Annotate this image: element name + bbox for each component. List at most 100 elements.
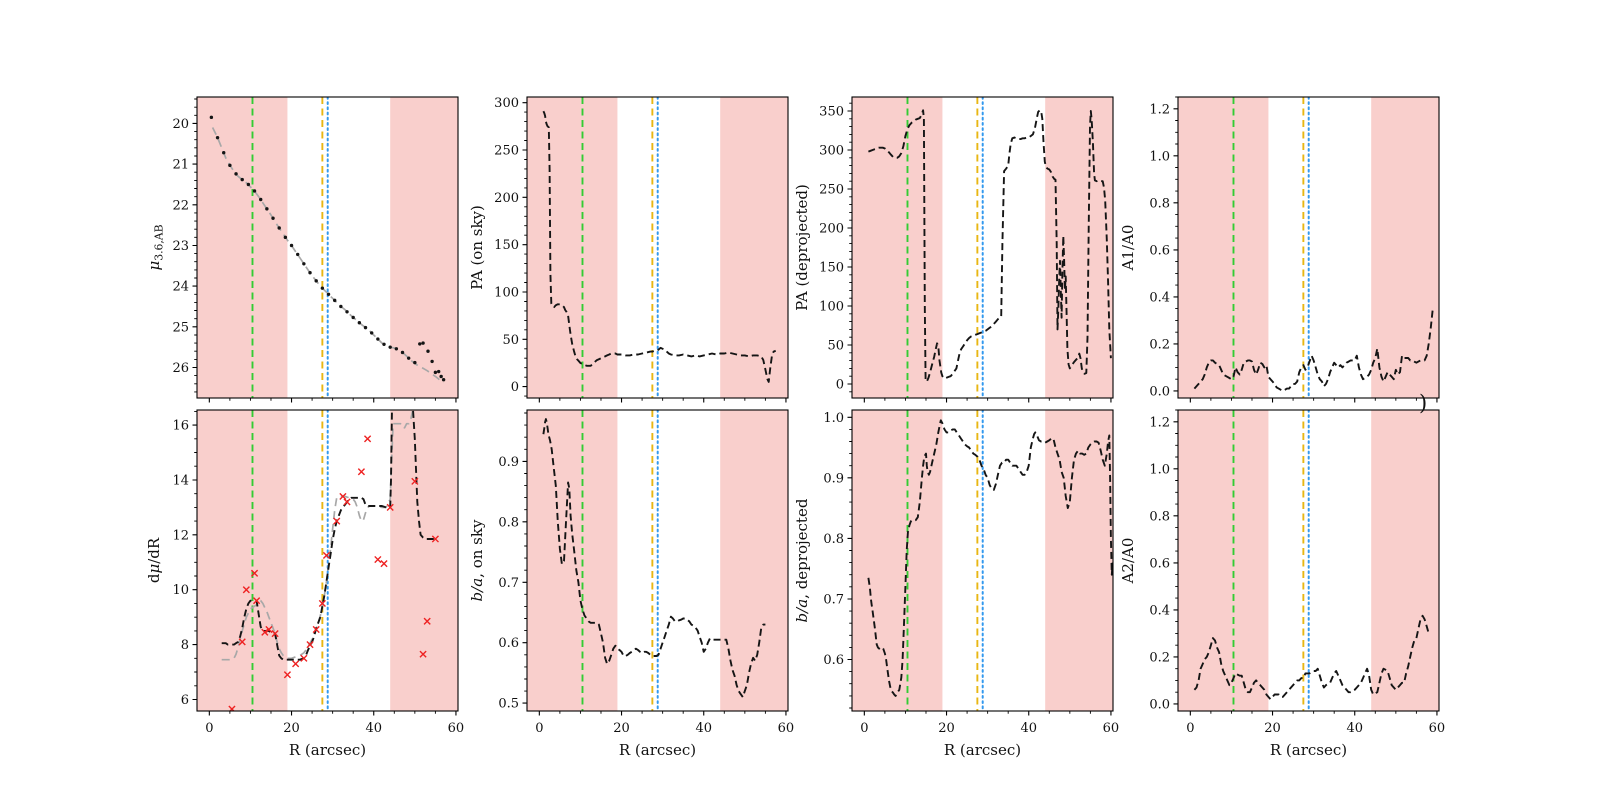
ba-on-sky-ba-on-sky-curve [542, 418, 766, 699]
a2-a0-xtick-label: 40 [1346, 721, 1363, 736]
dmu-dr-xtick-label: 20 [283, 721, 300, 736]
mu-profile-minor-ticks [194, 98, 436, 401]
dmu-dr-ytick-label: 16 [172, 419, 189, 434]
a2-a0-shaded-region-1 [1371, 410, 1439, 711]
pa-on-sky-pa-on-sky-curve [542, 110, 777, 383]
a1-a0-major-ticks [1173, 108, 1438, 403]
ba-deprojected-ytick-label: 1.0 [823, 411, 844, 426]
a1-a0-shaded-region-1 [1371, 97, 1439, 398]
dmu-dr-ytick-label: 8 [181, 638, 189, 653]
mu-profile-axes-box [196, 96, 459, 399]
pa-on-sky-shaded-region-1 [720, 97, 788, 398]
pa-deprojected-ylabel: PA (deprojected) [793, 184, 811, 311]
ba-on-sky-xtick-label: 60 [778, 721, 795, 736]
ba-on-sky-shaded-region-0 [527, 410, 618, 711]
dmu-dr-major-ticks [192, 424, 457, 716]
dmu-dr-xtick-label: 40 [365, 721, 382, 736]
a1-a0-minor-ticks [1175, 96, 1417, 401]
pa-deprojected-major-ticks [847, 110, 1112, 403]
pa-on-sky-ytick-label: 50 [502, 333, 519, 348]
a2-a0-ytick-label: 1.0 [1149, 462, 1170, 477]
ba-deprojected-xtick-label: 20 [938, 721, 955, 736]
pa-on-sky-ytick-label: 0 [511, 380, 519, 395]
ba-deprojected-ytick-label: 0.7 [823, 592, 844, 607]
ba-deprojected-axes-box [851, 409, 1114, 712]
ba-deprojected-minor-ticks [849, 428, 1091, 714]
mu-profile-shaded-region-0 [197, 97, 288, 398]
ba-on-sky-ytick-label: 0.9 [498, 455, 519, 470]
pa-on-sky-ytick-label: 200 [494, 191, 519, 206]
dmu-dr-minor-ticks [194, 410, 436, 714]
ba-on-sky-ytick-label: 0.5 [498, 697, 519, 712]
a1-a0-ytick-label: 0.0 [1149, 384, 1170, 399]
ba-on-sky-ylabel: b/a, on sky [468, 519, 486, 601]
pa-deprojected-ytick-label: 0 [836, 377, 844, 392]
pa-on-sky-ytick-label: 150 [494, 238, 519, 253]
ba-deprojected-ytick-label: 0.8 [823, 532, 844, 547]
stray-parenthesis: ) [1419, 391, 1428, 415]
ba-on-sky-major-ticks [522, 460, 787, 716]
ba-on-sky-ytick-label: 0.7 [498, 576, 519, 591]
a2-a0-ytick-label: 0.4 [1149, 603, 1170, 618]
panel-ba-on-sky: 0.5 0.6 0.7 0.8 0.9 0 20 40 60 b/a, on sky R (arcs… [468, 409, 795, 759]
pa-deprojected-axes-box [851, 96, 1114, 399]
mu-profile-ylabel: μ3.6,AB​ [145, 224, 166, 270]
mu-profile-ytick-label: 25 [172, 320, 189, 335]
a2-a0-shaded-region-0 [1178, 410, 1269, 711]
ba-deprojected-xtick-label: 60 [1103, 721, 1120, 736]
a1-a0-ytick-label: 0.6 [1149, 243, 1170, 258]
ba-on-sky-xtick-label: 0 [535, 721, 543, 736]
dmu-dr-slope-measurements-red [228, 435, 439, 711]
pa-deprojected-ytick-label: 200 [819, 222, 844, 237]
ba-on-sky-ytick-label: 0.6 [498, 636, 519, 651]
mu-profile-shaded-region-1 [390, 97, 458, 398]
ba-deprojected-ytick-label: 0.9 [823, 471, 844, 486]
pa-deprojected-ytick-label: 100 [819, 299, 844, 314]
pa-deprojected-ytick-label: 150 [819, 260, 844, 275]
a1-a0-ytick-label: 1.2 [1149, 102, 1170, 117]
a2-a0-ytick-label: 1.2 [1149, 415, 1170, 430]
a1-a0-ytick-label: 1.0 [1149, 149, 1170, 164]
mu-profile-ytick-label: 24 [172, 280, 189, 295]
ba-deprojected-shaded-region-1 [1045, 410, 1113, 711]
dmu-dr-ylabel: dμ/dR [145, 537, 163, 583]
mu-profile-ytick-label: 23 [172, 239, 189, 254]
mu-profile-ytick-label: 20 [172, 117, 189, 132]
a2-a0-xtick-label: 0 [1186, 721, 1194, 736]
a2-a0-xtick-label: 20 [1264, 721, 1281, 736]
mu-profile-ytick-label: 26 [172, 361, 189, 376]
panel-mu-profile: 20 21 22 23 24 25 26 μ3.6,AB​ [145, 96, 459, 403]
a1-a0-ytick-label: 0.8 [1149, 196, 1170, 211]
dmu-dr-xlabel: R (arcsec) [289, 741, 366, 759]
panel-a2-a0: 0.0 0.2 0.4 0.6 0.8 1.0 1.2 0 20 40 60 A2/A0 R (arcs… [1119, 409, 1446, 759]
pa-on-sky-major-ticks [522, 102, 787, 403]
ba-deprojected-xlabel: R (arcsec) [944, 741, 1021, 759]
a2-a0-ylabel: A2/A0 [1119, 538, 1137, 585]
pa-deprojected-ytick-label: 250 [819, 183, 844, 198]
a2-a0-ytick-label: 0.8 [1149, 509, 1170, 524]
dmu-dr-slope-black [221, 410, 436, 661]
ba-on-sky-shaded-region-1 [720, 410, 788, 711]
a2-a0-xtick-label: 60 [1429, 721, 1446, 736]
a2-a0-major-ticks [1173, 421, 1438, 716]
pa-deprojected-ytick-label: 300 [819, 144, 844, 159]
a2-a0-axes-box [1177, 409, 1440, 712]
mu-profile-profile-points [209, 115, 446, 382]
pa-on-sky-ytick-label: 300 [494, 96, 519, 111]
dmu-dr-ytick-label: 14 [172, 473, 189, 488]
pa-on-sky-ylabel: PA (on sky) [468, 205, 486, 290]
panel-a1-a0: 0.0 0.2 0.4 0.6 0.8 1.0 1.2 A1/A0 [1119, 96, 1440, 403]
a1-a0-a1-a0-curve [1193, 308, 1434, 392]
mu-profile-major-ticks [192, 122, 457, 403]
a1-a0-ylabel: A1/A0 [1119, 225, 1137, 272]
panel-ba-deprojected: 0.6 0.7 0.8 0.9 1.0 0 20 40 60 b/a, deprojected R … [793, 409, 1120, 759]
dmu-dr-axes-box [196, 409, 459, 712]
a2-a0-ytick-label: 0.2 [1149, 650, 1170, 665]
ba-deprojected-ylabel: b/a, deprojected [793, 498, 811, 622]
a2-a0-ytick-label: 0.6 [1149, 556, 1170, 571]
ba-deprojected-xtick-label: 40 [1020, 721, 1037, 736]
dmu-dr-ytick-label: 6 [181, 693, 189, 708]
ba-deprojected-shaded-region-0 [852, 410, 943, 711]
